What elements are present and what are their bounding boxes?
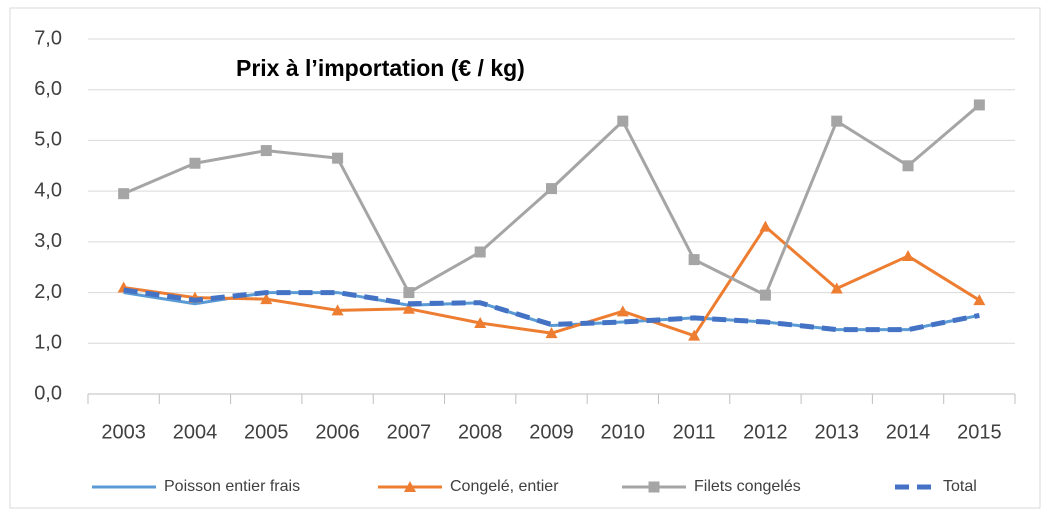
- series-line: [123, 103, 981, 297]
- marker: [759, 220, 772, 232]
- marker: [546, 183, 557, 195]
- x-tick-label: 2008: [458, 421, 503, 443]
- marker: [404, 481, 416, 492]
- legend-label: Total: [943, 478, 977, 495]
- marker: [648, 481, 660, 493]
- x-tick-label: 2014: [886, 421, 931, 443]
- marker: [902, 250, 915, 262]
- y-tick-label: 3,0: [34, 230, 62, 252]
- marker: [973, 99, 985, 111]
- marker: [260, 145, 272, 157]
- marker: [973, 294, 986, 306]
- marker: [759, 289, 771, 301]
- marker: [331, 304, 344, 316]
- marker: [616, 305, 629, 317]
- x-tick-label: 2011: [673, 421, 716, 443]
- series-line: [123, 225, 981, 338]
- x-tick-label: 2010: [601, 421, 646, 443]
- y-tick-label: 7,0: [34, 27, 62, 49]
- x-tick-label: 2013: [814, 421, 859, 443]
- x-tick-label: 2007: [387, 421, 432, 443]
- chart-title: Prix à l’importation (€ / kg): [236, 55, 525, 81]
- marker: [403, 287, 415, 299]
- legend-label: Filets congelés: [694, 478, 801, 495]
- marker: [688, 254, 700, 266]
- x-tick-label: 2006: [315, 421, 360, 443]
- marker: [617, 115, 629, 127]
- marker: [260, 293, 273, 305]
- legend-label: Poisson entier frais: [164, 478, 300, 495]
- marker: [830, 282, 843, 294]
- x-tick-label: 2003: [101, 421, 146, 443]
- y-tick-label: 0,0: [34, 382, 62, 404]
- x-tick-label: 2005: [244, 421, 289, 443]
- marker: [118, 188, 130, 200]
- marker: [831, 115, 843, 127]
- chart-frame: [9, 7, 1041, 509]
- x-tick-label: 2012: [743, 421, 788, 443]
- y-tick-label: 2,0: [34, 281, 62, 303]
- marker: [545, 327, 558, 339]
- x-tick-label: 2009: [529, 421, 574, 443]
- marker: [474, 246, 486, 258]
- y-tick-label: 1,0: [34, 332, 62, 354]
- marker: [902, 160, 914, 172]
- x-tick-label: 2015: [957, 421, 1002, 443]
- y-tick-label: 5,0: [34, 129, 62, 151]
- y-tick-label: 6,0: [34, 78, 62, 100]
- series-line: [123, 287, 980, 333]
- marker: [688, 329, 701, 341]
- y-tick-label: 4,0: [34, 179, 62, 201]
- marker: [474, 317, 487, 328]
- marker: [332, 152, 344, 164]
- marker: [402, 302, 415, 314]
- legend-label: Congelé, entier: [450, 478, 559, 495]
- x-tick-label: 2004: [173, 421, 218, 443]
- marker: [189, 157, 201, 169]
